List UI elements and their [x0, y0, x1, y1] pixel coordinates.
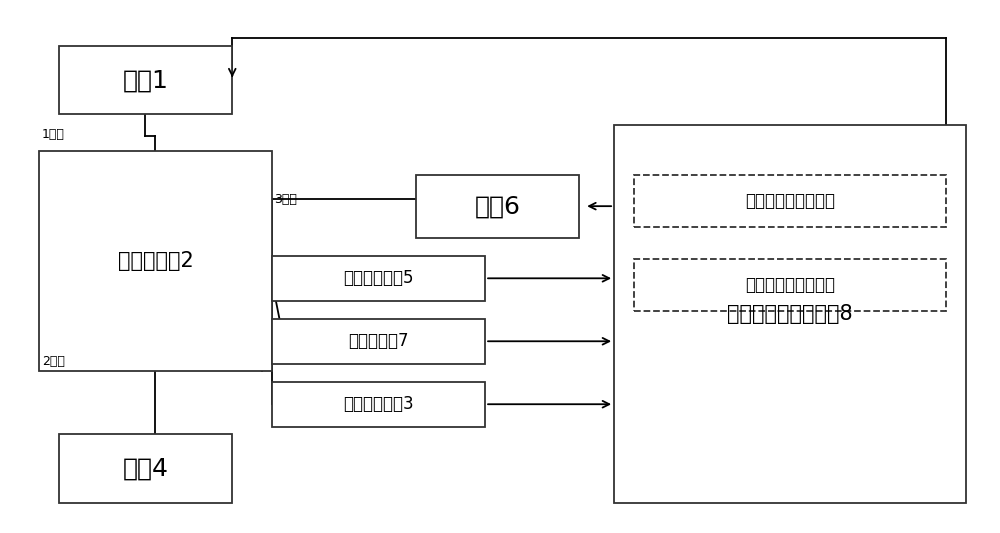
Text: 3端口: 3端口: [274, 193, 297, 206]
Bar: [39, 151, 272, 372]
Text: 1端口: 1端口: [42, 128, 65, 141]
Text: 风机1: 风机1: [123, 68, 168, 92]
Text: 压强传感器7: 压强传感器7: [348, 332, 409, 350]
Bar: [634, 259, 946, 311]
Bar: [59, 46, 232, 115]
Bar: [614, 125, 966, 503]
Text: 信号处理与控制单刔8: 信号处理与控制单刔8: [727, 304, 853, 324]
Bar: [416, 175, 579, 238]
Bar: [272, 256, 485, 301]
Text: 信号处理与控制软件: 信号处理与控制软件: [745, 276, 835, 294]
Bar: [59, 434, 232, 503]
Bar: [272, 382, 485, 426]
Bar: [272, 319, 485, 364]
Text: 进气流传感器3: 进气流传感器3: [343, 395, 414, 413]
Bar: [634, 175, 946, 227]
Text: 2端口: 2端口: [42, 356, 65, 368]
Text: 空气缓冲耕2: 空气缓冲耕2: [118, 251, 193, 271]
Text: 信号处理与控制电路: 信号处理与控制电路: [745, 192, 835, 210]
Text: 出气流传感器5: 出气流传感器5: [343, 269, 414, 287]
Text: 气锶6: 气锶6: [475, 194, 521, 218]
Text: 气嘡4: 气嘡4: [122, 456, 168, 480]
